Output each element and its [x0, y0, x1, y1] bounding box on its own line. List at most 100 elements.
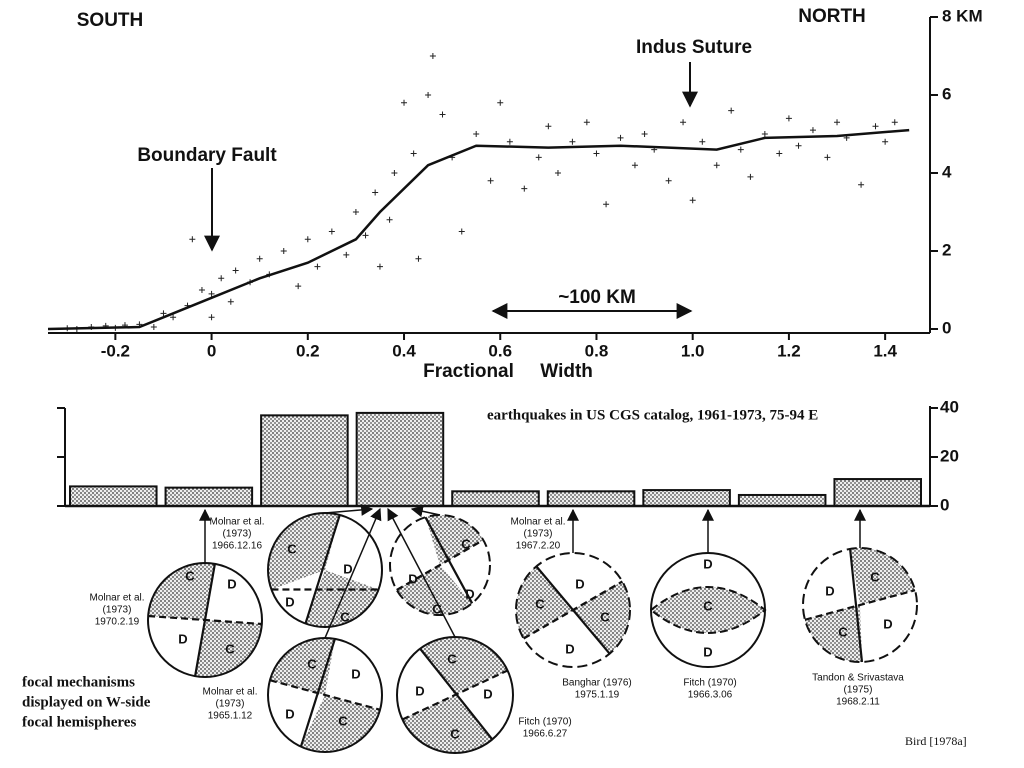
nodal-plane — [304, 514, 341, 624]
scatter-point — [809, 127, 816, 134]
x-tick-label: 0 — [207, 341, 216, 360]
nodal-plane — [523, 580, 623, 640]
note-line: focal mechanisms — [22, 674, 135, 690]
scatter-point — [227, 298, 234, 305]
quadrant-label: D — [415, 683, 424, 698]
histogram-bar — [164, 486, 254, 507]
quadrant-label: C — [447, 651, 457, 666]
focal-outline — [802, 547, 918, 663]
scatter-point — [747, 173, 754, 180]
caption: (1973) — [103, 605, 132, 616]
quadrant-label: C — [703, 598, 713, 613]
x-axis-label: Fractional Width — [423, 361, 593, 382]
y-tick-label: 8 KM — [942, 6, 983, 25]
caption: 1965.1.12 — [208, 711, 253, 722]
compressional-quadrant — [850, 548, 916, 605]
quadrant-label: D — [565, 641, 574, 656]
caption: 1970.2.19 — [95, 617, 140, 628]
scatter-point — [429, 53, 436, 59]
compressional-quadrant — [425, 515, 484, 565]
scatter-point — [699, 138, 706, 145]
scatter-point — [641, 131, 648, 137]
caption: 1966.3.06 — [688, 690, 733, 701]
quadrant-label: D — [227, 576, 236, 591]
x-tick-label: 0.4 — [392, 341, 416, 360]
y-tick-label: 2 — [942, 240, 951, 259]
quadrant-label: D — [483, 686, 492, 701]
focal-outline — [396, 636, 514, 754]
scatter-point — [583, 119, 590, 126]
compressional-quadrant — [195, 620, 262, 677]
scatter-point — [872, 123, 879, 130]
compressional-quadrant — [300, 695, 381, 753]
caption: (1973) — [524, 529, 553, 540]
quadrant-label: D — [703, 644, 712, 659]
x-tick-label: 0.2 — [296, 341, 320, 360]
quadrant-label: D — [351, 666, 360, 681]
scatter-point — [304, 236, 311, 243]
caption: (1973) — [223, 529, 252, 540]
scatter-point — [593, 150, 600, 157]
compressional-quadrant — [804, 605, 862, 662]
scatter-point — [497, 99, 504, 106]
compressional-quadrant — [516, 566, 573, 639]
y-tick-label: 4 — [942, 162, 952, 181]
quadrant-label: C — [450, 726, 460, 741]
quadrant-label: D — [343, 561, 352, 576]
note-line: displayed on W-side — [22, 694, 151, 710]
scatter-point — [689, 197, 696, 204]
compressional-quadrant — [148, 563, 215, 620]
focal-outline — [267, 637, 383, 753]
scatter-point — [189, 236, 196, 243]
histogram-bar — [642, 489, 731, 508]
x-tick-label: 1.2 — [777, 341, 801, 360]
scatter-point — [603, 201, 610, 208]
y-tick-label: 0 — [942, 318, 951, 337]
x-tick-label: 1.0 — [681, 341, 705, 360]
scatter-point — [617, 134, 624, 141]
nodal-plane — [269, 679, 381, 711]
caption: Molnar et al. — [209, 517, 264, 528]
scatter-point — [473, 131, 480, 137]
credit: Bird [1978a] — [905, 734, 967, 748]
quadrant-label: D — [883, 616, 892, 631]
caption: 1966.12.16 — [212, 541, 262, 552]
caption: Molnar et al. — [510, 517, 565, 528]
quadrant-label: D — [825, 583, 834, 598]
scatter-point — [372, 189, 379, 196]
histogram-bar — [355, 411, 445, 507]
histogram-bar — [833, 478, 923, 507]
quadrant-label: C — [600, 609, 610, 624]
nodal-plane — [804, 589, 916, 621]
scatter-point — [891, 119, 898, 126]
note-line: focal hemispheres — [22, 714, 136, 730]
scatter-point — [535, 154, 542, 161]
histogram-bar — [260, 414, 349, 508]
scatter-point — [386, 216, 393, 223]
quadrant-label: C — [338, 713, 348, 728]
y-tick-label: 6 — [942, 84, 951, 103]
focal-outline — [147, 562, 263, 678]
nodal-plane — [849, 548, 864, 663]
x-tick-label: 1.4 — [873, 341, 897, 360]
quadrant-label: C — [225, 641, 235, 656]
scatter-point — [458, 228, 465, 235]
caption: 1968.2.11 — [836, 697, 880, 708]
quadrant-label: C — [432, 601, 442, 616]
scatter-point — [170, 314, 177, 321]
scatter-point — [665, 177, 672, 184]
scatter-point — [506, 138, 513, 145]
quadrant-label: C — [340, 609, 350, 624]
caption: Fitch (1970) — [518, 717, 571, 728]
scatter-point — [295, 283, 302, 290]
scatter-point — [391, 170, 398, 176]
scatter-point — [362, 232, 369, 239]
scatter-point — [631, 162, 638, 169]
histogram-bar — [69, 485, 158, 507]
quadrant-label: D — [408, 571, 417, 586]
annotation: Indus Suture — [636, 37, 752, 58]
connector — [387, 507, 456, 638]
scatter-point — [256, 255, 263, 262]
quadrant-label: D — [703, 556, 712, 571]
